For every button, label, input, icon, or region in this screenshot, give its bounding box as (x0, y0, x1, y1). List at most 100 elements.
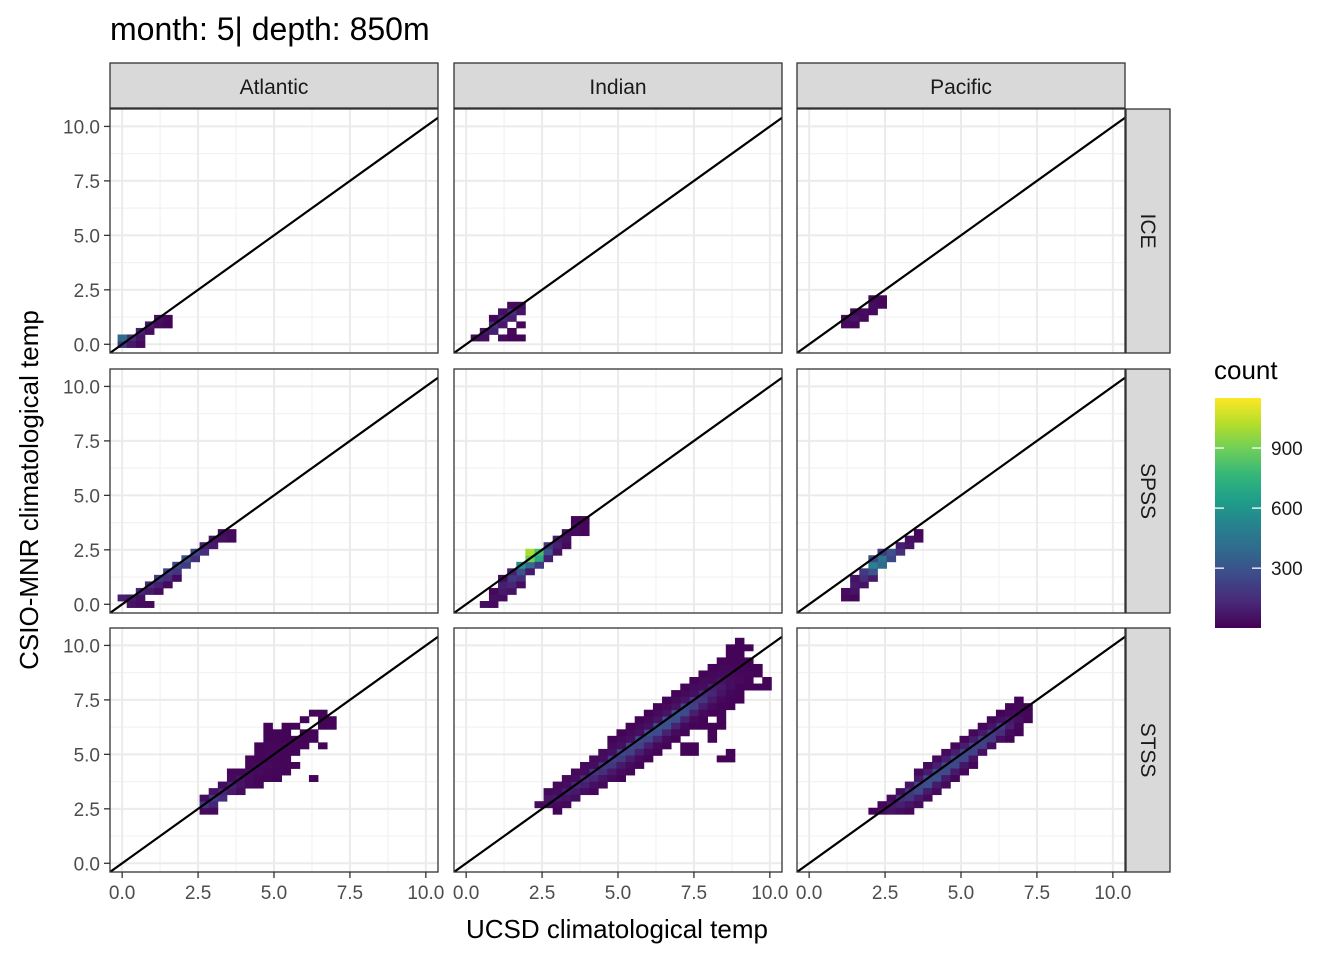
heatmap-bin (272, 742, 282, 750)
heatmap-bin (144, 601, 155, 608)
heatmap-bin (932, 788, 942, 796)
heatmap-bin (290, 748, 301, 756)
heatmap-bin (236, 768, 246, 776)
heatmap-bin (995, 709, 1006, 717)
heatmap-bin (589, 781, 599, 789)
heatmap-bin (607, 742, 617, 750)
heatmap-bin (941, 768, 951, 776)
heatmap-bin (995, 716, 1006, 724)
heatmap-bin (886, 794, 897, 802)
heatmap-bin (904, 794, 915, 802)
legend-tick-label: 300 (1271, 559, 1303, 580)
heatmap-bin (607, 775, 617, 782)
heatmap-bin (263, 722, 273, 730)
heatmap-bin (744, 677, 754, 684)
heatmap-bin (570, 788, 581, 796)
heatmap-bin (932, 761, 942, 769)
panel-indian-ice (453, 108, 783, 354)
heatmap-bin (662, 729, 672, 737)
legend-colorbar (1215, 398, 1261, 628)
heatmap-bin (725, 677, 736, 684)
panel-border (453, 108, 783, 354)
y-tick-label: 5.0 (74, 226, 100, 247)
heatmap-bin (680, 696, 690, 704)
strip-label-stss: STSS (1136, 723, 1159, 778)
bins (479, 516, 590, 608)
identity-line (110, 376, 438, 613)
heatmap-bin (859, 581, 869, 589)
heatmap-bin (886, 548, 897, 556)
heatmap-bin (625, 768, 636, 776)
heatmap-bin (525, 548, 535, 556)
heatmap-bin (299, 742, 310, 750)
heatmap-bin (534, 561, 544, 569)
facet-panels (109, 108, 1126, 873)
heatmap-bin (208, 801, 219, 809)
heatmap-bin (986, 742, 997, 750)
heatmap-bin (1005, 722, 1015, 730)
heatmap-bin (698, 709, 708, 717)
strip-label-pacific: Pacific (930, 76, 992, 99)
heatmap-bin (841, 321, 851, 329)
heatmap-bin (886, 807, 897, 815)
heatmap-bin (923, 788, 933, 796)
heatmap-bin (607, 761, 617, 769)
heatmap-bin (245, 775, 255, 782)
y-tick-label: 2.5 (74, 800, 100, 821)
heatmap-bin (498, 321, 508, 329)
heatmap-bin (1014, 703, 1024, 711)
legend-title: count (1214, 355, 1278, 385)
heatmap-bin (698, 696, 708, 704)
heatmap-bin (850, 314, 860, 322)
heatmap-bin (977, 729, 988, 737)
strip-atlantic (109, 62, 439, 109)
heatmap-bin (163, 574, 173, 582)
heatmap-bin (507, 334, 517, 342)
heatmap-bin (126, 341, 137, 348)
heatmap-bin (598, 755, 608, 763)
heatmap-bin (707, 722, 718, 730)
heatmap-bin (598, 748, 608, 756)
heatmap-bin (516, 568, 526, 576)
x-axis-title: UCSD climatological temp (466, 914, 768, 944)
identity-line (454, 635, 782, 872)
heatmap-bin (1014, 722, 1024, 730)
heatmap-bin (543, 548, 554, 556)
heatmap-bin (117, 594, 128, 602)
heatmap-bin (913, 768, 924, 776)
heatmap-bin (904, 535, 915, 543)
heatmap-bin (904, 807, 915, 815)
heatmap-bin (850, 594, 860, 602)
heatmap-bin (516, 321, 526, 329)
heatmap-bin (217, 781, 228, 789)
heatmap-bin (707, 709, 718, 717)
heatmap-bin (968, 755, 979, 763)
heatmap-bin (1023, 716, 1033, 724)
heatmap-bin (859, 574, 869, 582)
heatmap-bin (877, 555, 887, 563)
heatmap-bin (226, 788, 237, 796)
heatmap-bin (986, 716, 997, 724)
heatmap-bin (734, 657, 745, 665)
heatmap-bin (616, 755, 626, 763)
heatmap-bin (680, 716, 690, 724)
heatmap-bin (707, 729, 718, 737)
heatmap-bin (680, 729, 690, 737)
heatmap-bin (580, 522, 590, 530)
heatmap-bin (734, 677, 745, 684)
heatmap-bin (616, 761, 626, 769)
y-tick-label: 7.5 (74, 172, 100, 193)
heatmap-bin (1014, 696, 1024, 704)
heatmap-bin (725, 657, 736, 665)
x-tick-label: 5.0 (605, 883, 631, 904)
heatmap-bin (859, 568, 869, 576)
heatmap-bin (1005, 735, 1015, 743)
heatmap-bin (589, 755, 599, 763)
heatmap-bin (254, 775, 264, 782)
heatmap-bin (716, 703, 727, 711)
heatmap-bin (950, 748, 960, 756)
heatmap-bin (850, 587, 860, 595)
heatmap-bin (308, 709, 319, 717)
heatmap-bin (498, 587, 508, 595)
